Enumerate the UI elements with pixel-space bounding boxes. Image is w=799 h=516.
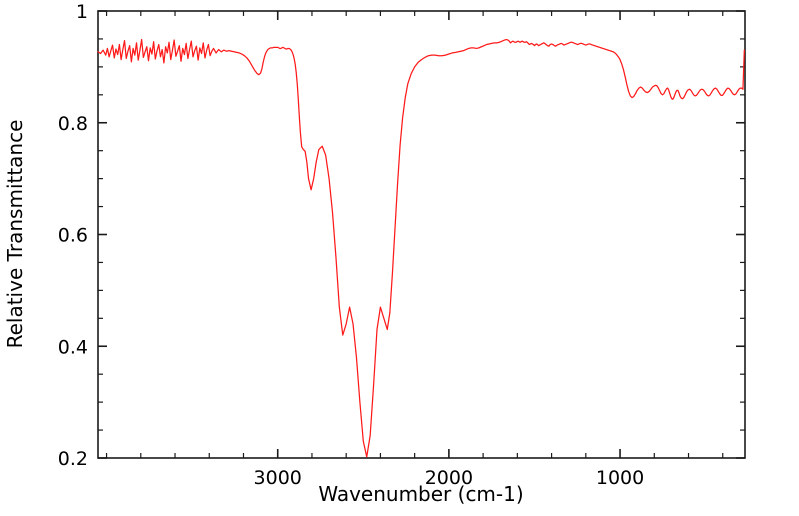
x-tick-label: 3000 <box>254 467 302 489</box>
x-axis-ticks <box>105 11 724 458</box>
y-tick-label: 1 <box>76 1 88 23</box>
y-axis-ticks <box>98 10 745 459</box>
x-axis-tick-labels: 3000 2000 1000 <box>254 467 645 489</box>
y-tick-label: 0.8 <box>58 113 88 135</box>
x-axis-title: Wavenumber (cm-1) <box>318 482 523 506</box>
spectrum-trace <box>97 38 745 458</box>
x-tick-label: 1000 <box>596 467 644 489</box>
y-tick-label: 0.6 <box>58 225 88 247</box>
x-tick-label: 2000 <box>425 467 473 489</box>
y-tick-label: 0.4 <box>58 336 88 358</box>
y-axis-title: Relative Transmittance <box>3 120 27 349</box>
y-tick-label: 0.2 <box>58 448 88 470</box>
y-axis-tick-labels: 0.2 0.4 0.6 0.8 1 <box>58 1 88 470</box>
